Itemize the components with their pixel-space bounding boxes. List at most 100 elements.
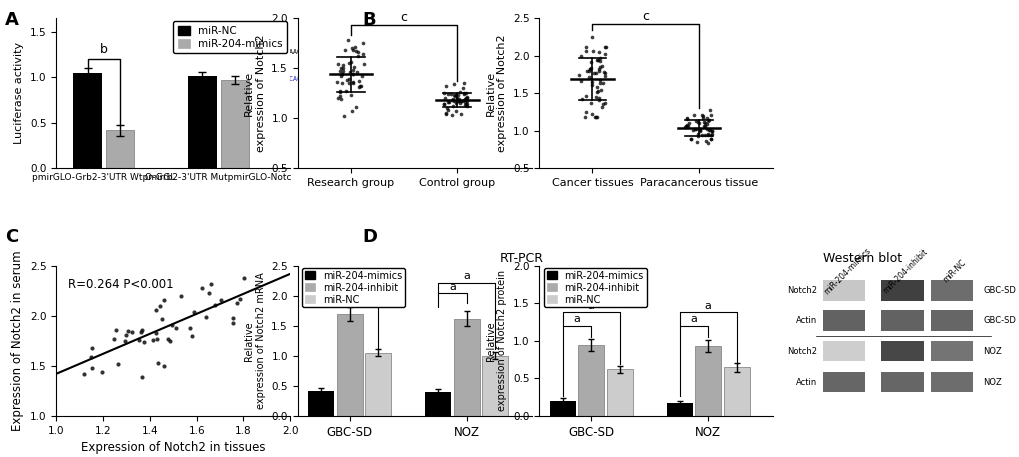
Bar	[453, 319, 479, 416]
Point	[593, 103, 609, 110]
Point	[438, 104, 454, 111]
Point	[443, 112, 460, 119]
Point	[582, 66, 598, 73]
Point	[194, 285, 210, 292]
Point	[442, 90, 459, 97]
Point	[693, 112, 709, 119]
Point	[448, 95, 465, 102]
Point	[688, 138, 704, 146]
Point	[584, 33, 600, 40]
Point	[342, 91, 359, 99]
Point	[581, 68, 597, 75]
Point	[203, 280, 219, 287]
Legend: miR-204-mimics, miR-204-inhibit, miR-NC: miR-204-mimics, miR-204-inhibit, miR-NC	[303, 268, 405, 308]
Point	[207, 301, 223, 308]
Point	[579, 67, 595, 74]
Point	[439, 90, 455, 97]
Point	[458, 89, 474, 96]
Point	[459, 100, 475, 107]
Point	[338, 76, 355, 84]
Point	[677, 123, 693, 130]
Point	[352, 82, 368, 90]
Point	[694, 131, 710, 138]
Point	[350, 48, 366, 56]
Point	[162, 337, 178, 345]
Point	[334, 61, 351, 69]
Point	[107, 326, 123, 334]
Point	[584, 48, 600, 55]
Point	[329, 78, 345, 85]
Point	[350, 52, 366, 59]
Point	[198, 314, 214, 321]
Point	[332, 64, 348, 72]
Point	[459, 93, 475, 101]
Point	[337, 46, 354, 53]
Point	[583, 81, 599, 89]
Point	[594, 100, 610, 107]
Text: Notch2: Notch2	[787, 347, 816, 356]
Bar	[929, 341, 972, 361]
Point	[212, 296, 228, 303]
Bar	[695, 346, 720, 416]
Point	[451, 97, 468, 105]
Point	[344, 47, 361, 54]
Point	[582, 64, 598, 72]
Point	[702, 131, 718, 138]
Point	[690, 118, 706, 125]
Point	[440, 106, 457, 114]
Bar	[365, 353, 391, 416]
Point	[699, 130, 715, 138]
Bar	[220, 80, 249, 168]
Point	[455, 89, 472, 96]
Point	[344, 78, 361, 85]
Point	[457, 101, 473, 109]
Point	[443, 97, 460, 104]
Point	[156, 362, 172, 370]
Point	[344, 66, 361, 74]
Point	[588, 83, 604, 90]
Point	[578, 48, 594, 55]
Point	[687, 125, 703, 133]
Point	[333, 70, 350, 77]
Point	[577, 93, 593, 100]
Y-axis label: Relative
expression of Notch2: Relative expression of Notch2	[244, 34, 266, 152]
Text: a: a	[448, 282, 455, 292]
Text: a: a	[331, 282, 338, 292]
Point	[150, 359, 166, 367]
Point	[697, 132, 713, 139]
Point	[224, 314, 240, 321]
Point	[342, 58, 359, 66]
Point	[450, 95, 467, 102]
Point	[700, 117, 716, 124]
Point	[570, 71, 586, 78]
Point	[576, 114, 592, 121]
Legend: miR-NC, miR-204-mimics: miR-NC, miR-204-mimics	[173, 21, 287, 53]
Point	[332, 96, 348, 103]
Bar	[187, 75, 216, 168]
Text: D: D	[362, 228, 377, 246]
Point	[681, 119, 697, 126]
Point	[83, 353, 99, 361]
Point	[344, 71, 361, 78]
Point	[578, 43, 594, 51]
Point	[701, 126, 717, 133]
Bar	[308, 391, 334, 416]
Point	[331, 67, 347, 74]
Point	[440, 98, 457, 106]
Point	[698, 114, 714, 121]
Point	[582, 58, 598, 65]
Point	[678, 115, 694, 122]
Point	[590, 68, 606, 75]
Point	[152, 303, 168, 310]
Text: B: B	[362, 11, 375, 29]
Point	[698, 121, 714, 128]
Point	[590, 95, 606, 102]
Point	[696, 119, 712, 127]
Point	[106, 335, 122, 343]
Point	[185, 309, 202, 316]
Text: Actin: Actin	[795, 377, 816, 387]
Point	[94, 368, 110, 375]
Y-axis label: Expression of Notch2 in serum: Expression of Notch2 in serum	[11, 250, 24, 431]
Point	[696, 122, 712, 130]
Point	[333, 70, 350, 78]
